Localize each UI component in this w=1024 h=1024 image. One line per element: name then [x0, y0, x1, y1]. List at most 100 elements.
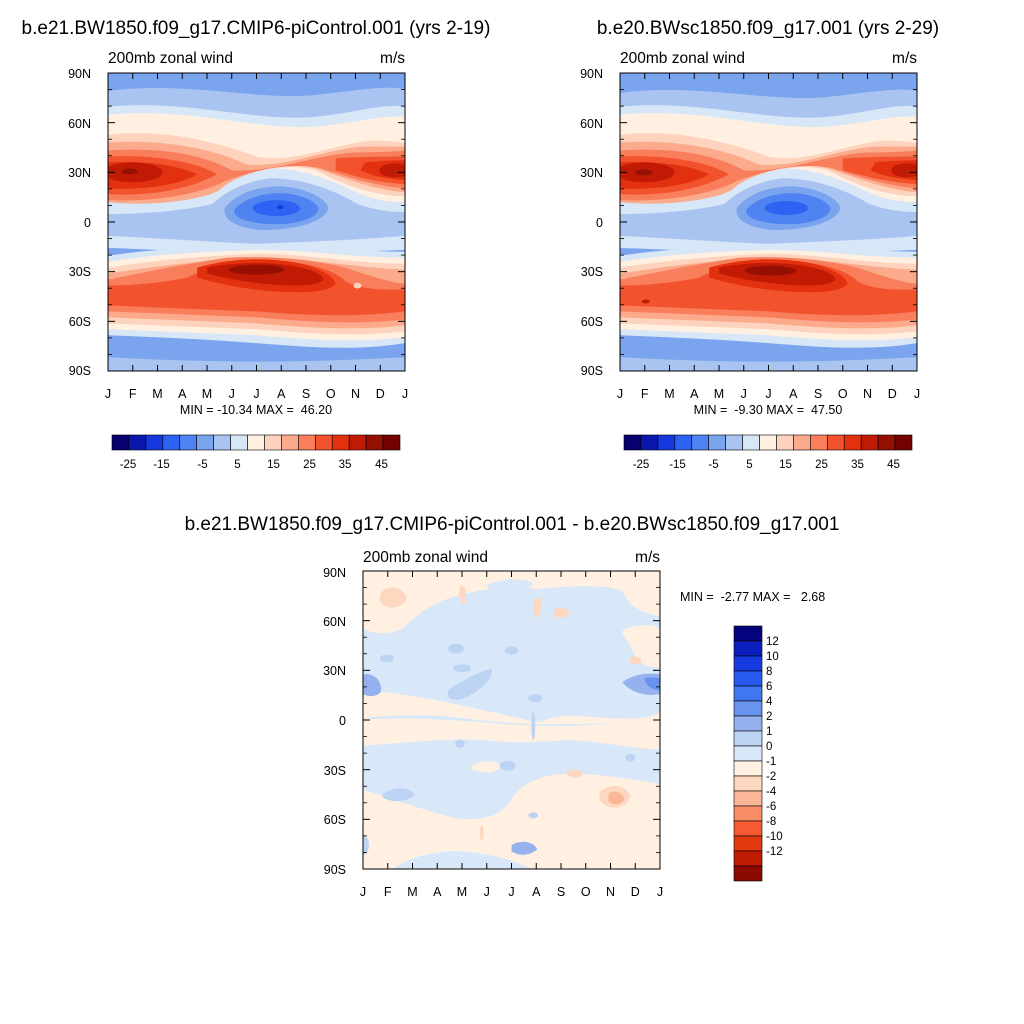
x-tick-label: A	[690, 387, 699, 401]
x-tick-label: S	[814, 387, 822, 401]
x-tick-label: J	[617, 387, 623, 401]
y-tick-labels: 90N 60N 30N 0 30S 60S 90S	[323, 566, 346, 877]
fill-band	[392, 851, 532, 869]
colorbar-tick-label: 45	[887, 459, 900, 471]
colorbar-swatch	[382, 434, 401, 451]
y-tick-label: 60S	[581, 315, 603, 329]
colorbar-swatch	[196, 434, 214, 451]
colorbar-swatch	[128, 434, 147, 451]
colorbar-tick-label: 35	[851, 459, 864, 471]
fill-band	[625, 753, 636, 762]
y-tick-label: 90N	[323, 566, 346, 580]
x-tick-label: J	[402, 387, 408, 401]
fill-band	[553, 607, 569, 618]
colorbar-swatch	[230, 434, 248, 451]
colorbar-swatch	[733, 625, 763, 642]
x-tick-label: J	[105, 387, 111, 401]
y-tick-label: 60S	[324, 813, 346, 827]
colorbar-tick-label: 25	[815, 459, 828, 471]
colorbar-swatch	[733, 730, 763, 747]
fill-band	[459, 586, 467, 607]
colorbar-swatch	[623, 434, 642, 451]
x-tick-label: J	[741, 387, 747, 401]
colorbar-tick-label: -6	[766, 801, 776, 813]
panel-difference: b.e21.BW1850.f09_g17.CMIP6-piControl.001…	[185, 514, 840, 899]
x-tick-labels: J F M A M J J A S O N D J	[105, 387, 408, 401]
colorbar-swatch	[733, 775, 763, 792]
x-tick-label: F	[384, 885, 392, 899]
colorbar-swatch	[331, 434, 350, 451]
panel-subtitle-right: m/s	[380, 50, 405, 67]
fill-band	[891, 163, 917, 178]
colorbar-tick-label: 4	[766, 696, 773, 708]
colorbar-tick-label: 8	[766, 666, 772, 678]
x-tick-label: J	[484, 885, 490, 899]
colorbar-swatch	[733, 700, 763, 717]
x-tick-labels: J F M A M J J A S O N D J	[617, 387, 920, 401]
y-tick-label: 30S	[581, 265, 603, 279]
panel-title: b.e21.BW1850.f09_g17.CMIP6-piControl.001…	[185, 514, 840, 535]
colorbar-tick-label: 10	[766, 651, 779, 663]
colorbar-swatch	[826, 434, 845, 451]
fill-band	[379, 654, 394, 663]
panel-experiment: b.e20.BWsc1850.f09_g17.001 (yrs 2-29) 20…	[580, 18, 939, 471]
y-tick-label: 90S	[324, 863, 346, 877]
x-tick-label: M	[202, 387, 212, 401]
colorbar-swatch	[877, 434, 896, 451]
y-tick-label: 30N	[323, 664, 346, 678]
x-tick-label: J	[765, 387, 771, 401]
colorbar-swatch	[733, 820, 763, 837]
y-tick-labels: 90N 60N 30N 0 30S 60S 90S	[580, 67, 603, 378]
colorbar-tick-labels: -25 -15 -5 5 15 25 35 45	[633, 459, 900, 471]
x-tick-label: A	[178, 387, 187, 401]
panel-subtitle-left: 200mb zonal wind	[363, 549, 488, 566]
panel-subtitle-left: 200mb zonal wind	[108, 50, 233, 67]
fill-band	[531, 712, 536, 740]
colorbar-swatch	[674, 434, 693, 451]
y-tick-label: 90N	[68, 67, 91, 81]
colorbar-tick-labels: 12 10 8 6 4 2 1 0 -1 -2 -4 -6 -8 -10 -12	[766, 636, 783, 858]
colorbar-swatch	[733, 865, 763, 882]
x-tick-label: D	[888, 387, 897, 401]
x-tick-label: S	[302, 387, 310, 401]
fill-band	[379, 163, 405, 178]
x-tick-label: O	[581, 885, 591, 899]
colorbar-swatch	[733, 805, 763, 822]
colorbar-swatch	[793, 434, 811, 451]
colorbar-swatch	[733, 745, 763, 762]
fill-band	[471, 761, 502, 773]
colorbar-swatch	[733, 850, 763, 867]
colorbar-tick-label: 12	[766, 636, 779, 648]
fill-band	[382, 788, 415, 802]
colorbar-swatch	[365, 434, 384, 451]
minmax-label: MIN = -2.77 MAX = 2.68	[680, 590, 825, 604]
axis-ticks	[107, 72, 918, 870]
colorbar-swatch	[733, 715, 763, 732]
x-tick-label: A	[789, 387, 798, 401]
y-tick-label: 0	[84, 216, 91, 230]
colorbar-swatch	[145, 434, 164, 451]
colorbar-swatch	[894, 434, 913, 451]
colorbar-swatch	[348, 434, 367, 451]
fill-band	[277, 205, 284, 210]
fill-band	[641, 299, 650, 304]
colorbar-tick-label: -5	[708, 459, 718, 471]
fill-band	[634, 169, 653, 176]
y-tick-label: 60N	[323, 615, 346, 629]
x-tick-label: J	[657, 885, 663, 899]
fill-band	[744, 265, 797, 276]
colorbar-swatch	[742, 434, 760, 451]
fill-band	[479, 825, 484, 842]
colorbar-tick-label: -1	[766, 756, 776, 768]
colorbar-swatch	[691, 434, 710, 451]
y-tick-label: 60N	[68, 117, 91, 131]
fill-band	[448, 668, 492, 700]
fill-band	[533, 596, 542, 619]
fill-band	[363, 835, 369, 856]
panel-title: b.e21.BW1850.f09_g17.CMIP6-piControl.001…	[22, 18, 491, 39]
y-tick-labels: 90N 60N 30N 0 30S 60S 90S	[68, 67, 91, 378]
colorbar-swatch	[213, 434, 231, 451]
colorbar-swatch	[733, 640, 763, 657]
colorbar-swatch	[733, 670, 763, 687]
